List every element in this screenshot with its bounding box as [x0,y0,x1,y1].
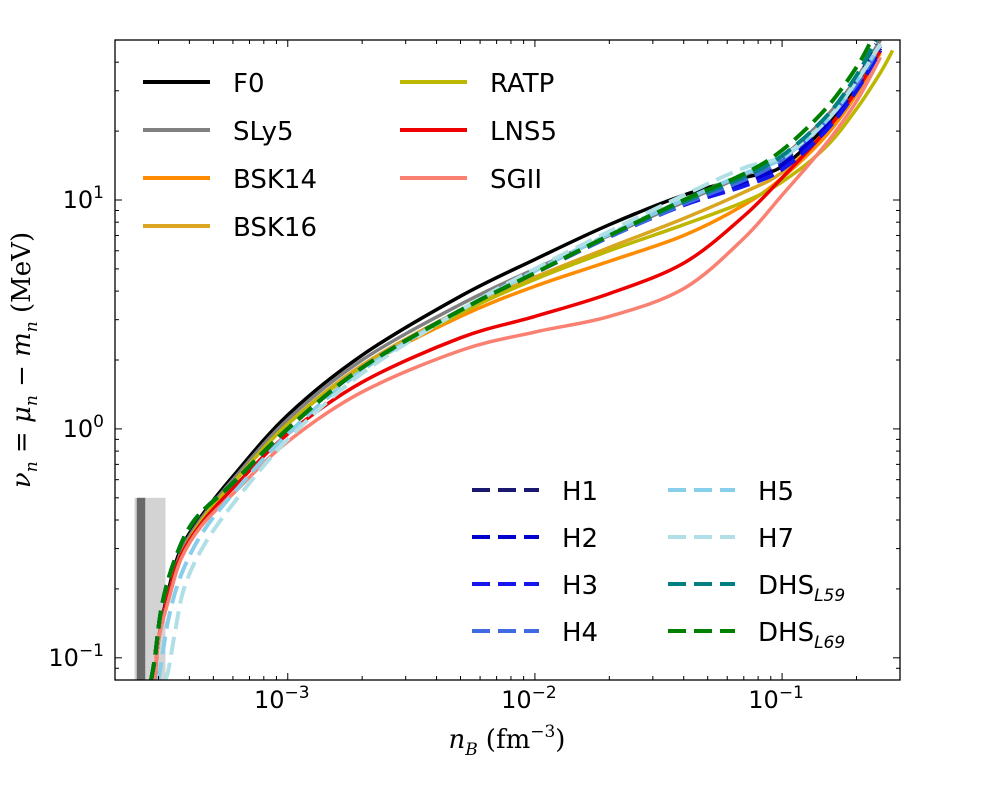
series-line-dhs-l69 [149,40,874,680]
legend-label-lns5: LNS5 [490,117,557,147]
legend-label-sly5: SLy5 [233,117,294,147]
y-tick-label: 10−1 [48,641,104,672]
x-tick-label: 10−3 [254,683,310,714]
y-label-m: m [7,332,37,357]
y-tick-label: 101 [63,183,104,214]
legend-label-h3: H3 [562,571,598,601]
y-label-eq: = [7,423,37,461]
x-tick-exp: −2 [532,683,557,703]
y-tick-label: 100 [63,412,104,443]
legend-label-sub: L59 [814,586,845,606]
x-axis-label-sub: B [464,740,478,760]
legend-label-main: DHS [758,618,814,648]
x-tick-base: 10 [254,686,285,714]
x-tick-base: 10 [748,686,779,714]
band-inner [136,497,146,680]
x-tick-base: 10 [501,686,532,714]
y-tick-exp: −1 [79,641,104,661]
y-tick-base: 10 [48,644,79,672]
y-label-sub3: n [22,321,42,332]
legend-label-sub: L69 [814,633,845,653]
legend-label-ratp: RATP [490,69,554,99]
legend-label-main: H3 [562,571,598,601]
legend: F0 SLy5 BSK14 BSK16 RATP LNS5 SGII H1 H2 H3 H4 H5 H7… [143,69,845,653]
x-tick-exp: −1 [779,683,804,703]
legend-label-main: H7 [758,524,794,554]
x-axis-label-var: n [449,725,466,755]
x-axis-label-unit-close: ) [555,725,565,755]
y-label-unit: (MeV) [7,232,37,321]
x-axis-label-unit: (fm [486,725,530,755]
legend-label-f0: F0 [233,69,265,99]
legend-label-bsk14: BSK14 [233,165,317,195]
legend-label-dhsl59: DHSL59 [758,571,845,606]
y-label-sub2: n [22,395,42,406]
legend-label-dhsl69: DHSL69 [758,618,845,653]
legend-label-h7: H7 [758,524,794,554]
y-label-mu: μ [7,406,37,423]
y-label-sub1: n [22,461,42,472]
y-axis-label: νn = μn − mn (MeV) [7,232,42,488]
x-tick-label: 10−1 [748,683,804,714]
legend-label-main: H5 [758,477,794,507]
legend-label-main: H2 [562,524,598,554]
legend-label-h5: H5 [758,477,794,507]
y-tick-base: 10 [63,415,94,443]
y-label-nu: ν [7,472,37,488]
legend-label-main: H4 [562,618,598,648]
y-label-minus: − [7,357,37,395]
plot-frame [114,39,901,681]
shaded-band [134,497,166,680]
legend-label-h1: H1 [562,477,598,507]
series-lines [149,40,895,680]
series-line-h7 [163,42,883,680]
legend-label-main: DHS [758,571,814,601]
legend-label-main: H1 [562,477,598,507]
x-tick-label: 10−2 [501,683,557,714]
y-tick-base: 10 [63,186,94,214]
series-line-sgii [153,56,882,680]
legend-label-sgii: SGII [490,165,542,195]
legend-label-h4: H4 [562,618,598,648]
y-tick-exp: 1 [93,183,104,203]
y-tick-exp: 0 [93,412,104,432]
legend-label-bsk16: BSK16 [233,213,317,243]
x-axis-label: nB (fm−3) [449,722,566,760]
x-axis-label-unit-exp: −3 [530,722,555,742]
x-tick-exp: −3 [284,683,309,703]
legend-label-h2: H2 [562,524,598,554]
